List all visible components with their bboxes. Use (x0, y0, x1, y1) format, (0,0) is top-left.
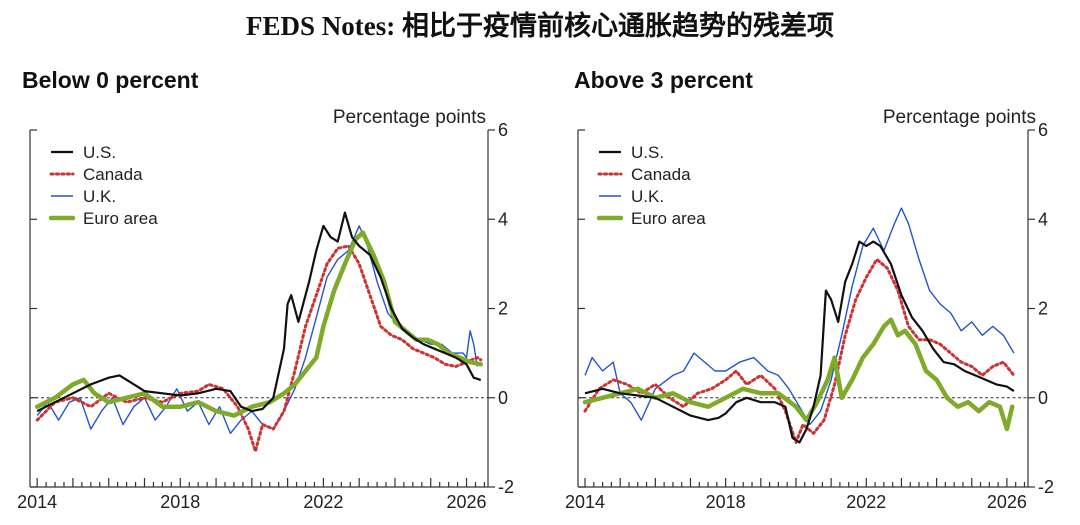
panel-below-0-percent-series-u-k (36, 225, 478, 435)
panel-below-0-percent-series-euro-area (34, 230, 484, 418)
panel-below-0-percent-y-tick-label: 4 (498, 209, 508, 229)
panel-below-0-percent-title: Below 0 percent (22, 67, 199, 93)
legend-label-u-k: U.K. (631, 187, 664, 206)
panel-below-0-percent-y-tick-label: -2 (498, 477, 514, 497)
panel-below-0-percent-series-canada (35, 244, 483, 453)
panel-below-0-percent: Below 0 percent Percentage points 6 4 2 0 -2 20… (17, 67, 514, 512)
panel-above-3-percent-series-canada (583, 257, 1016, 444)
panel-below-0-percent-unit-label: Percentage points (333, 107, 486, 128)
legend-label-canada: Canada (83, 165, 143, 184)
panel-above-3-percent-y-tick-label: 4 (1038, 209, 1048, 229)
panel-above-3-percent-series-euro-area (582, 317, 1015, 432)
legend-label-canada: Canada (631, 165, 691, 184)
panel-above-3-percent-x-tick-label: 2022 (846, 492, 886, 512)
panel-above-3-percent-legend: U.S. Canada U.K. Euro area (596, 143, 706, 228)
panel-below-0-percent-x-tick-label: 2022 (303, 492, 343, 512)
legend-label-u-s: U.S. (83, 143, 116, 162)
panel-above-3-percent-x-tick-label: 2026 (987, 492, 1027, 512)
legend-label-u-s: U.S. (631, 143, 664, 162)
page-title: FEDS Notes: 相比于疫情前核心通胀趋势的残差项 (246, 11, 834, 41)
panel-below-0-percent-x-tick-label: 2018 (160, 492, 200, 512)
panel-below-0-percent-y-tick-label: 6 (498, 120, 508, 140)
panel-below-0-percent-y-tick-label: 2 (498, 299, 508, 319)
panel-below-0-percent-x-tick-label: 2014 (17, 492, 57, 512)
legend-label-euro-area: Euro area (83, 209, 158, 228)
panel-below-0-percent-x-tick-label: 2026 (447, 492, 487, 512)
legend-label-u-k: U.K. (83, 187, 116, 206)
panel-above-3-percent-y-tick-label: 2 (1038, 299, 1048, 319)
panel-above-3-percent-series-u-k (584, 207, 1015, 426)
panel-above-3-percent-y-tick-label: -2 (1038, 477, 1054, 497)
legend-label-euro-area: Euro area (631, 209, 706, 228)
panel-above-3-percent-x-tick-label: 2018 (706, 492, 746, 512)
panel-below-0-percent-y-tick-label: 0 (498, 388, 508, 408)
panel-below-0-percent-legend: U.S. Canada U.K. Euro area (48, 143, 158, 228)
panel-above-3-percent-y-tick-label: 6 (1038, 120, 1048, 140)
panel-above-3-percent-series-u-s (584, 240, 1015, 444)
panel-below-0-percent-series-u-s (36, 211, 482, 413)
panel-above-3-percent-y-tick-label: 0 (1038, 388, 1048, 408)
panel-above-3-percent-x-tick-label: 2014 (565, 492, 605, 512)
panel-above-3-percent-unit-label: Percentage points (883, 107, 1036, 128)
panel-above-3-percent-title: Above 3 percent (574, 67, 753, 93)
